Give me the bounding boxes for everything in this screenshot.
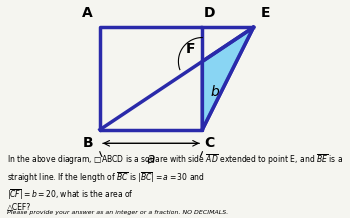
Text: F: F <box>186 42 195 56</box>
Text: b: b <box>211 85 219 99</box>
Text: E: E <box>260 7 270 20</box>
Text: C: C <box>204 136 214 150</box>
Text: A: A <box>82 7 93 20</box>
Text: D: D <box>204 7 216 20</box>
Polygon shape <box>202 27 253 130</box>
Text: In the above diagram, □ABCD is a square with side $\overline{AD}$ extended to po: In the above diagram, □ABCD is a square … <box>7 153 343 212</box>
Text: Please provide your answer as an integer or a fraction. NO DECIMALS.: Please provide your answer as an integer… <box>7 210 228 215</box>
Text: a: a <box>147 152 155 166</box>
Text: B: B <box>83 136 93 150</box>
